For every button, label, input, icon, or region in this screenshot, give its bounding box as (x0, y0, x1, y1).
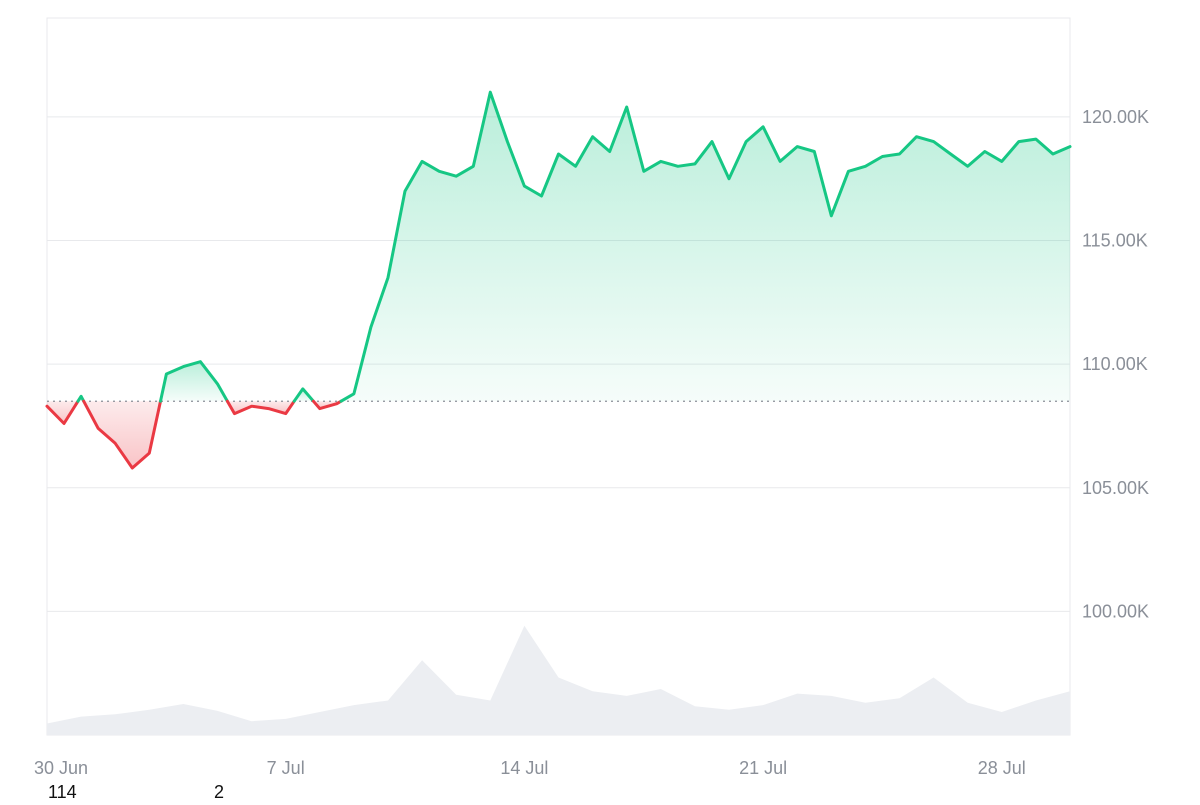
price-line-below (225, 399, 296, 416)
volume-shape (47, 625, 1070, 735)
price-line-above (339, 90, 1072, 403)
price-line-below (82, 399, 162, 470)
y-tick-label: 100.00K (1082, 601, 1149, 621)
price-fill-above (341, 92, 1071, 402)
price-line-below (45, 399, 80, 425)
y-tick-label: 110.00K (1082, 354, 1148, 374)
price-fill (47, 92, 1071, 468)
footnote-right: 2 (214, 782, 224, 800)
x-axis-ticks: 30 Jun 7 Jul 14 Jul 21 Jul 28 Jul (34, 758, 1026, 778)
price-fill-below (83, 401, 161, 468)
x-tick-label: 30 Jun (34, 758, 88, 778)
price-line-above (159, 360, 229, 403)
y-axis-ticks: 100.00K 105.00K 110.00K 115.00K 120.00K (1082, 107, 1149, 621)
x-tick-label: 21 Jul (739, 758, 787, 778)
y-tick-label: 105.00K (1082, 478, 1149, 498)
x-tick-label: 28 Jul (978, 758, 1026, 778)
price-line-below (311, 399, 343, 411)
price-fill-above (160, 361, 228, 402)
y-tick-label: 115.00K (1082, 231, 1148, 251)
price-fill-above (294, 388, 314, 402)
x-tick-label: 7 Jul (267, 758, 305, 778)
volume-area (47, 625, 1070, 735)
footnote-left: 114 (48, 782, 77, 800)
price-line-above (292, 387, 315, 403)
price-fill-below (47, 401, 78, 424)
price-line-above (76, 394, 86, 403)
price-line (45, 90, 1072, 470)
x-tick-label: 14 Jul (500, 758, 548, 778)
y-tick-label: 120.00K (1082, 107, 1149, 127)
